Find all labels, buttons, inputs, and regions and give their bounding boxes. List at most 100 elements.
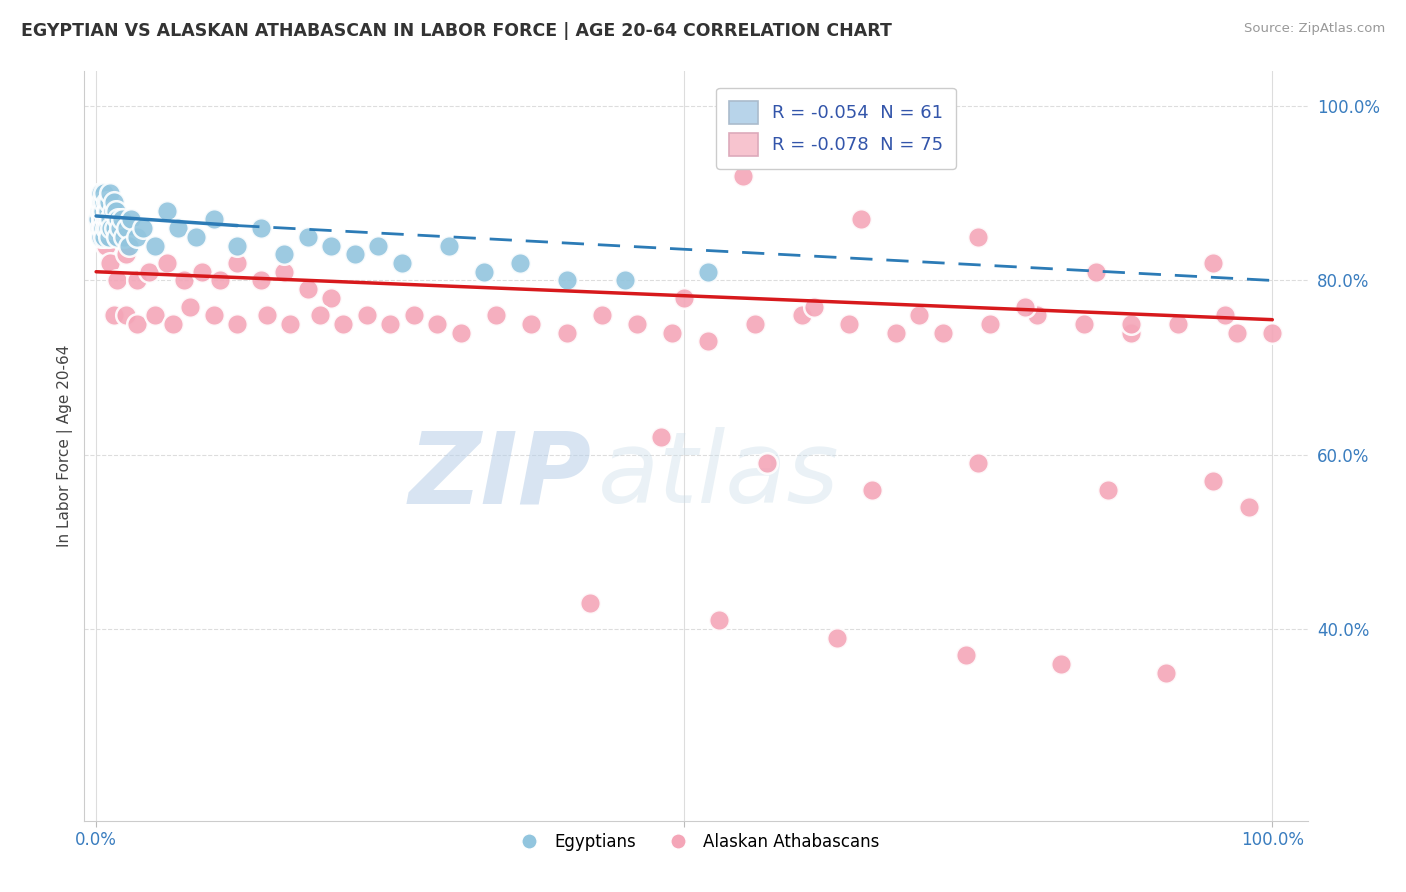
Point bbox=[932, 326, 955, 340]
Point bbox=[1202, 474, 1225, 488]
Point bbox=[114, 308, 136, 322]
Point bbox=[208, 273, 231, 287]
Point bbox=[114, 247, 136, 261]
Point bbox=[103, 308, 125, 322]
Point bbox=[520, 317, 543, 331]
Point bbox=[790, 308, 813, 322]
Point bbox=[127, 317, 149, 331]
Point bbox=[614, 273, 637, 287]
Point bbox=[91, 221, 114, 235]
Point bbox=[731, 169, 754, 183]
Point bbox=[91, 195, 114, 210]
Point bbox=[555, 326, 578, 340]
Point bbox=[838, 317, 860, 331]
Point bbox=[297, 230, 319, 244]
Text: ZIP: ZIP bbox=[409, 427, 592, 524]
Point bbox=[184, 230, 207, 244]
Point bbox=[94, 212, 117, 227]
Point bbox=[143, 308, 166, 322]
Point bbox=[308, 308, 330, 322]
Point bbox=[91, 221, 114, 235]
Point bbox=[98, 230, 121, 244]
Point bbox=[90, 195, 112, 210]
Point bbox=[884, 326, 907, 340]
Text: atlas: atlas bbox=[598, 427, 839, 524]
Point bbox=[104, 221, 127, 235]
Point bbox=[367, 238, 389, 252]
Point bbox=[94, 221, 117, 235]
Point bbox=[93, 230, 115, 244]
Point bbox=[579, 596, 602, 610]
Point bbox=[256, 308, 278, 322]
Y-axis label: In Labor Force | Age 20-64: In Labor Force | Age 20-64 bbox=[58, 345, 73, 547]
Point bbox=[297, 282, 319, 296]
Point bbox=[849, 212, 872, 227]
Point bbox=[118, 238, 141, 252]
Point bbox=[967, 230, 990, 244]
Point bbox=[167, 221, 190, 235]
Point bbox=[343, 247, 366, 261]
Point bbox=[226, 256, 249, 270]
Point bbox=[91, 212, 114, 227]
Point bbox=[156, 256, 179, 270]
Point bbox=[112, 230, 135, 244]
Point bbox=[100, 221, 122, 235]
Point bbox=[908, 308, 931, 322]
Point bbox=[1121, 317, 1143, 331]
Point bbox=[91, 203, 114, 218]
Point bbox=[1202, 256, 1225, 270]
Point bbox=[1014, 300, 1036, 314]
Point bbox=[173, 273, 195, 287]
Point bbox=[226, 238, 249, 252]
Point bbox=[321, 238, 343, 252]
Point bbox=[162, 317, 184, 331]
Point bbox=[1226, 326, 1249, 340]
Point bbox=[98, 186, 121, 201]
Point bbox=[472, 265, 495, 279]
Point bbox=[191, 265, 214, 279]
Text: Source: ZipAtlas.com: Source: ZipAtlas.com bbox=[1244, 22, 1385, 36]
Point bbox=[696, 265, 718, 279]
Point bbox=[101, 203, 124, 218]
Legend: Egyptians, Alaskan Athabascans: Egyptians, Alaskan Athabascans bbox=[506, 826, 886, 857]
Point bbox=[93, 195, 115, 210]
Point bbox=[202, 308, 225, 322]
Point bbox=[89, 203, 111, 218]
Text: EGYPTIAN VS ALASKAN ATHABASCAN IN LABOR FORCE | AGE 20-64 CORRELATION CHART: EGYPTIAN VS ALASKAN ATHABASCAN IN LABOR … bbox=[21, 22, 891, 40]
Point bbox=[105, 230, 128, 244]
Point bbox=[97, 203, 120, 218]
Point bbox=[127, 230, 149, 244]
Point bbox=[90, 230, 112, 244]
Point bbox=[105, 203, 128, 218]
Point bbox=[91, 212, 114, 227]
Point bbox=[1237, 500, 1260, 514]
Point bbox=[226, 317, 249, 331]
Point bbox=[437, 238, 460, 252]
Point bbox=[650, 430, 672, 444]
Point bbox=[107, 212, 129, 227]
Point bbox=[98, 212, 121, 227]
Point bbox=[744, 317, 766, 331]
Point bbox=[278, 317, 301, 331]
Point bbox=[967, 457, 990, 471]
Point bbox=[709, 613, 731, 627]
Point bbox=[103, 195, 125, 210]
Point bbox=[356, 308, 378, 322]
Point bbox=[132, 221, 155, 235]
Point bbox=[321, 291, 343, 305]
Point bbox=[97, 221, 120, 235]
Point bbox=[202, 212, 225, 227]
Point bbox=[1213, 308, 1236, 322]
Point bbox=[127, 273, 149, 287]
Point bbox=[91, 203, 114, 218]
Point bbox=[115, 221, 138, 235]
Point bbox=[1049, 657, 1071, 671]
Point bbox=[332, 317, 354, 331]
Point bbox=[249, 273, 271, 287]
Point bbox=[87, 212, 110, 227]
Point bbox=[1026, 308, 1049, 322]
Point bbox=[1156, 665, 1178, 680]
Point bbox=[380, 317, 402, 331]
Point bbox=[249, 221, 271, 235]
Point bbox=[90, 186, 112, 201]
